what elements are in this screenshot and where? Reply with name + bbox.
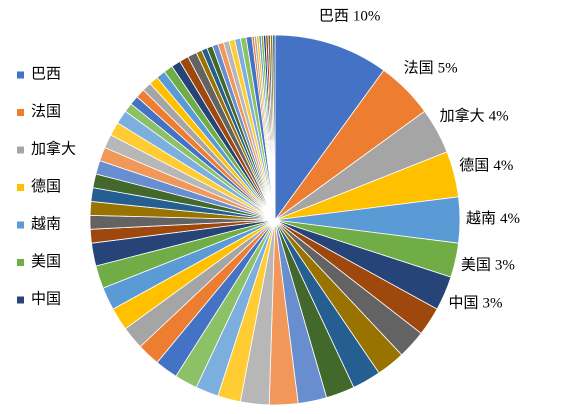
data-label: 巴西 10% [319,9,381,25]
data-label-value: 5% [438,61,458,77]
data-label-value: 3% [495,258,515,274]
data-label-value: 4% [489,109,509,125]
legend-label: 巴西 [31,66,61,82]
legend-swatch [17,184,24,191]
legend-swatch [17,221,24,229]
data-label: 德国 4% [459,156,513,174]
legend-label: 越南 [31,215,61,232]
data-label-value: 10% [353,9,381,25]
data-label-name: 法国 [404,60,434,77]
pie-slice [274,34,385,222]
pie-slice [272,34,276,221]
data-label: 美国 3% [461,257,515,274]
legend-label: 中国 [31,290,61,307]
legend-label: 德国 [31,177,61,195]
data-label-value: 4% [500,211,520,227]
data-label: 加拿大 4% [440,107,509,125]
legend-label: 美国 [31,253,61,270]
data-label-value: 3% [482,296,502,312]
legend-swatch [17,109,24,116]
data-label-name: 中国 [448,295,478,312]
data-label-name: 加拿大 [440,107,485,125]
data-label-name: 美国 [461,257,491,274]
legend-label: 加拿大 [31,139,76,157]
data-label-name: 越南 [466,210,496,227]
legend-swatch [17,146,24,154]
data-label-name: 德国 [459,156,489,174]
data-label-value: 4% [493,158,513,174]
legend-label: 法国 [31,103,61,120]
data-label: 中国 3% [448,295,502,312]
legend-swatch [17,71,24,79]
data-label: 法国 5% [404,60,458,77]
data-label-name: 巴西 [319,9,349,25]
legend-swatch [17,296,24,304]
data-label: 越南 4% [466,210,520,227]
legend-swatch [17,259,24,266]
